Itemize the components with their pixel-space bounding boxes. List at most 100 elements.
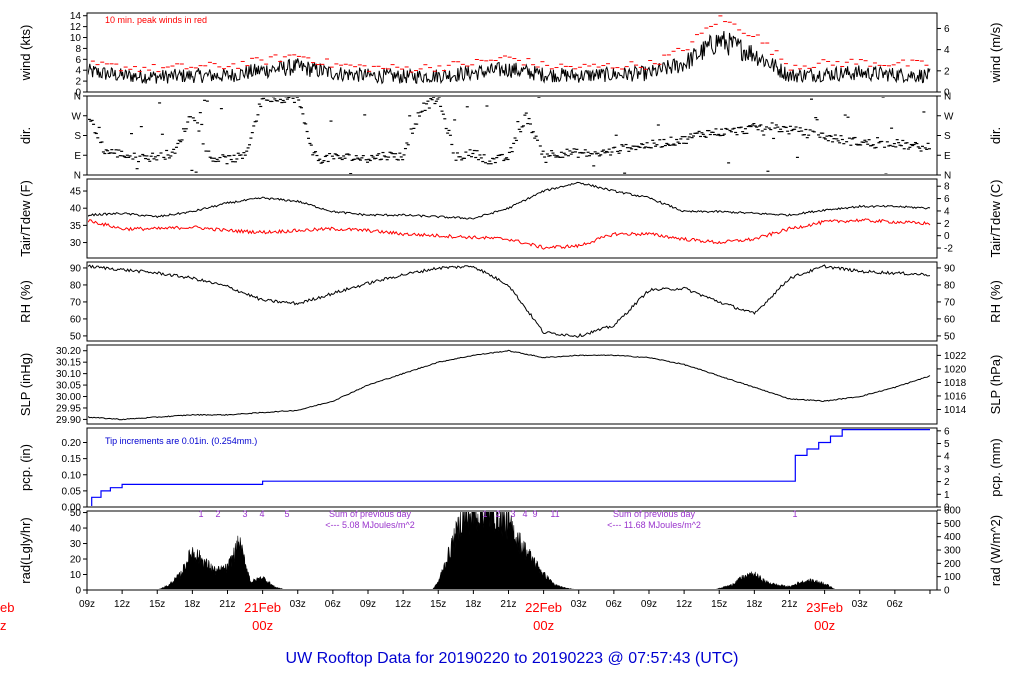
panel-data-dir (88, 97, 932, 174)
y-axis-label-right: rad (W/m^2) (988, 515, 1003, 586)
y-axis-label-right: pcp. (mm) (988, 438, 1003, 497)
right-tick-label: 1022 (944, 351, 967, 362)
series-line-slp (88, 349, 931, 421)
day-time-label: 00z (814, 618, 835, 633)
radiation-sum-label: Sum of previous day (613, 509, 696, 519)
series-line-tair (88, 181, 931, 220)
panel-frame (86, 178, 938, 259)
left-tick-label: 6 (75, 55, 81, 66)
right-tick-label: 80 (944, 280, 956, 291)
right-tick-label: 1 (944, 490, 950, 501)
left-tick-label: 29.90 (56, 415, 81, 426)
panel-data-wind (88, 15, 931, 85)
left-tick-label: 30 (70, 539, 82, 550)
radiation-sum-value: <--- 11.68 MJoules/m^2 (607, 520, 701, 530)
y-axis-label-left: RH (%) (18, 280, 33, 323)
radiation-count-label: 2 (215, 509, 220, 519)
left-tick-label: 0 (75, 88, 81, 99)
left-tick-label: 40 (70, 204, 82, 215)
series-area-radiation (158, 512, 835, 589)
left-tick-label: 30.10 (56, 369, 81, 380)
left-tick-label: 0.00 (62, 503, 82, 514)
left-tick-label: 10 (70, 33, 82, 44)
right-tick-label: 50 (944, 331, 956, 342)
y-axis-label-right: dir. (988, 127, 1003, 144)
panel-frame (86, 261, 938, 342)
left-tick-label: 20 (70, 555, 82, 566)
x-tick-label: 06z (325, 599, 341, 610)
left-tick-label: 45 (70, 187, 82, 198)
right-tick-label: N (944, 171, 951, 182)
radiation-count-label: 3 (242, 509, 247, 519)
right-tick-label: N (944, 92, 951, 103)
chart-title: UW Rooftop Data for 20190220 to 20190223… (285, 650, 739, 667)
x-tick-label: 12z (676, 599, 692, 610)
right-tick-label: 0 (944, 231, 950, 242)
right-tick-label: E (944, 151, 951, 162)
series-line-precip (91, 429, 930, 506)
day-date-label: 22Feb (525, 600, 562, 615)
x-tick-label: 09z (79, 599, 95, 610)
y-axis-label-left: pcp. (in) (18, 444, 33, 491)
left-tick-label: 50 (70, 331, 82, 342)
series-line-wind (88, 30, 931, 85)
radiation-count-label: 4 (522, 509, 527, 519)
left-tick-label: 8 (75, 44, 81, 55)
right-tick-label: 6 (944, 426, 950, 437)
left-tick-label: 0.05 (62, 486, 82, 497)
x-tick-label: 15z (711, 599, 727, 610)
right-tick-label: 300 (944, 546, 961, 557)
day-date-label: 21Feb (244, 600, 281, 615)
x-tick-label: 18z (465, 599, 481, 610)
x-tick-label: 09z (641, 599, 657, 610)
panel-data-rad (158, 512, 835, 589)
precip-annotation: Tip increments are 0.01in. (0.254mm.) (105, 436, 257, 446)
left-tick-label: 4 (75, 66, 81, 77)
left-tick-label: W (72, 111, 82, 122)
peak-wind-annotation: 10 min. peak winds in red (105, 15, 207, 25)
left-tick-label: 0.10 (62, 470, 82, 481)
right-tick-label: 400 (944, 532, 961, 543)
panel-frame (86, 427, 938, 508)
panel-temp: 30 35 40 45 -2 02 468 Tair/Tdew (F) Tair/Tdew (C… (18, 178, 1003, 259)
right-tick-label: 4 (944, 206, 950, 217)
left-tick-label: 35 (70, 221, 82, 232)
day-time-label: 00z (533, 618, 554, 633)
series-peak-markers (90, 15, 929, 73)
x-tick-label: 03z (852, 599, 868, 610)
right-tick-label: 3 (944, 464, 950, 475)
y-axis-label-left: Tair/Tdew (F) (18, 180, 33, 257)
left-tick-label: 70 (70, 297, 82, 308)
day-time-label-clipped: z (0, 618, 7, 633)
right-tick-label: 0 (944, 586, 950, 597)
left-tick-label: 0 (75, 586, 81, 597)
left-tick-label: 90 (70, 263, 82, 274)
radiation-count-label: 5 (284, 509, 289, 519)
left-tick-label: 2 (75, 77, 81, 88)
right-tick-label: 0 (944, 88, 950, 99)
right-tick-label: W (944, 111, 954, 122)
left-tick-label: N (74, 92, 81, 103)
right-tick-label: 5 (944, 439, 950, 450)
right-tick-label: 1014 (944, 405, 967, 416)
x-tick-label: 21z (781, 599, 797, 610)
left-tick-label: S (74, 131, 81, 142)
right-tick-label: 500 (944, 519, 961, 530)
x-tick-label: 03z (571, 599, 587, 610)
x-tick-label: 18z (184, 599, 200, 610)
panel-frame (86, 12, 938, 93)
right-tick-label: 2 (944, 66, 950, 77)
series-direction-points (88, 97, 932, 174)
left-tick-label: N (74, 171, 81, 182)
x-axis: 09z 12z 15z 18z 21z 03z 06z 09z 12z 15z 18z 21z 03z 0… (0, 590, 931, 633)
y-axis-label-right: Tair/Tdew (C) (988, 179, 1003, 257)
x-tick-label: 09z (360, 599, 376, 610)
radiation-count-label: 9 (532, 509, 537, 519)
right-tick-label: 600 (944, 506, 961, 517)
panel-data-slp (88, 349, 931, 421)
x-tick-label: 18z (746, 599, 762, 610)
right-tick-label: 1018 (944, 378, 967, 389)
left-tick-label: 30.15 (56, 358, 81, 369)
